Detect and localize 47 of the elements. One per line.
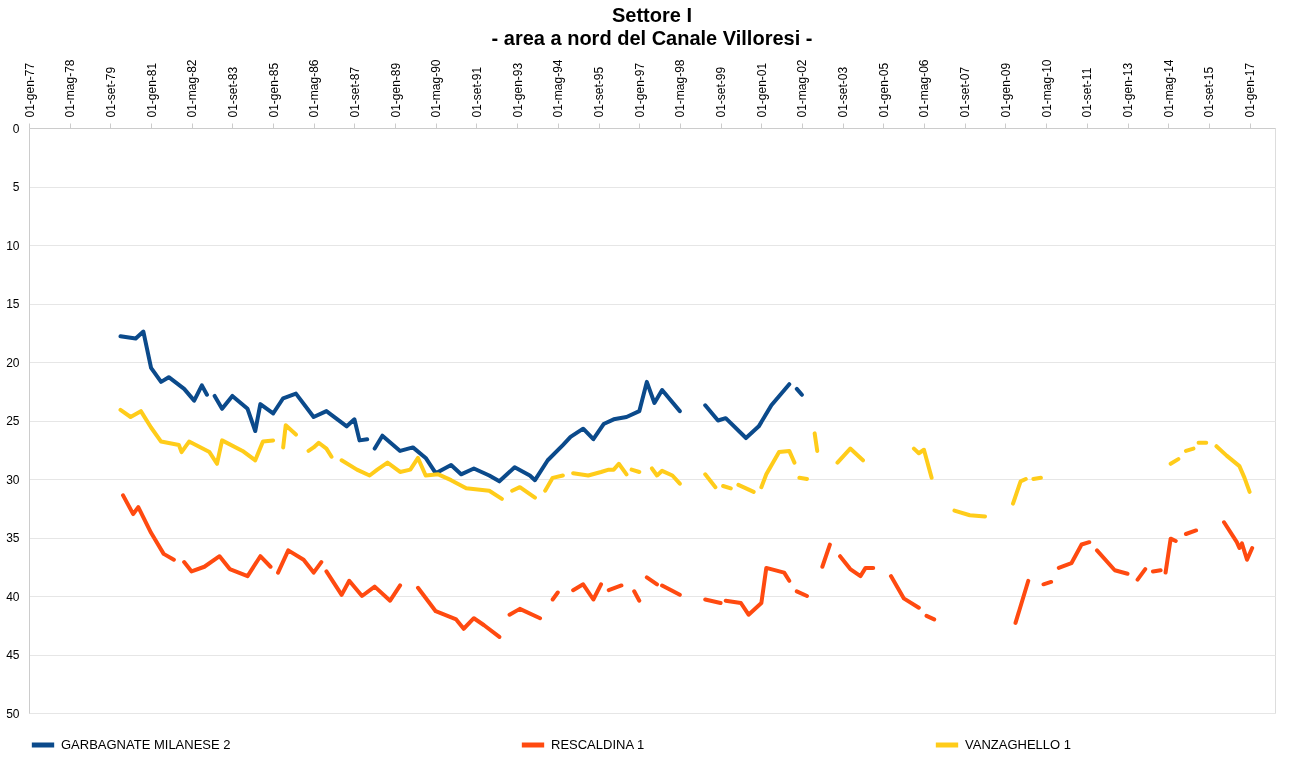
y-tick-label: 25 bbox=[6, 414, 20, 428]
x-tick-label: 01-gen-81 bbox=[144, 62, 159, 118]
x-tick-label: 01-gen-09 bbox=[998, 62, 1013, 118]
chart-title: Settore I bbox=[611, 3, 693, 26]
x-tick-label: 01-mag-02 bbox=[795, 59, 810, 118]
y-tick-label: 20 bbox=[6, 355, 20, 370]
x-tick-label: 01-set-11 bbox=[1080, 67, 1095, 118]
y-tick-label: 30 bbox=[6, 472, 20, 487]
x-tick-label: 01-gen-85 bbox=[266, 62, 281, 118]
x-tick-label: 01-gen-77 bbox=[22, 62, 37, 118]
x-tick-label: 01-mag-90 bbox=[429, 59, 444, 118]
x-tick-label: 01-set-99 bbox=[714, 66, 729, 118]
x-tick-label: 01-set-79 bbox=[103, 66, 118, 118]
x-tick-label: 01-mag-14 bbox=[1161, 59, 1176, 118]
legend-label: GARBAGNATE MILANESE 2 bbox=[61, 737, 231, 752]
x-tick-label: 01-gen-97 bbox=[632, 62, 647, 118]
x-tick-label: 01-set-03 bbox=[836, 66, 851, 118]
x-tick-label: 01-gen-01 bbox=[754, 62, 769, 118]
y-tick-label: 45 bbox=[6, 648, 20, 662]
x-tick-label: 01-set-15 bbox=[1202, 66, 1217, 118]
x-tick-label: 01-gen-05 bbox=[876, 62, 891, 118]
x-tick-label: 01-mag-06 bbox=[917, 59, 932, 118]
y-tick-label: 5 bbox=[12, 180, 20, 194]
y-tick-label: 15 bbox=[6, 297, 20, 311]
x-tick-label: 01-set-95 bbox=[592, 66, 607, 118]
chart-subtitle: - area a nord del Canale Villoresi - bbox=[491, 26, 813, 49]
x-tick-label: 01-gen-13 bbox=[1121, 62, 1136, 118]
x-tick-label: 01-set-87 bbox=[347, 66, 362, 118]
x-tick-label: 01-set-07 bbox=[958, 66, 973, 118]
x-tick-label: 01-gen-17 bbox=[1243, 62, 1258, 118]
x-tick-label: 01-mag-94 bbox=[551, 59, 566, 118]
x-tick-label: 01-mag-78 bbox=[63, 59, 78, 118]
x-tick-label: 01-mag-86 bbox=[307, 59, 322, 118]
x-tick-label: 01-mag-98 bbox=[673, 59, 688, 118]
legend-label: VANZAGHELLO 1 bbox=[965, 737, 1071, 752]
x-tick-label: 01-set-83 bbox=[225, 66, 240, 118]
y-tick-label: 10 bbox=[6, 238, 20, 253]
x-tick-label: 01-set-91 bbox=[469, 66, 484, 118]
y-tick-label: 40 bbox=[6, 589, 20, 604]
legend-label: RESCALDINA 1 bbox=[551, 737, 645, 752]
y-tick-label: 35 bbox=[6, 531, 20, 545]
y-tick-label: 50 bbox=[6, 706, 20, 721]
x-tick-label: 01-gen-89 bbox=[388, 62, 403, 118]
x-tick-label: 01-mag-10 bbox=[1039, 59, 1054, 118]
x-tick-label: 01-mag-82 bbox=[185, 59, 200, 118]
x-tick-label: 01-gen-93 bbox=[510, 62, 525, 118]
y-tick-label: 0 bbox=[12, 121, 20, 136]
